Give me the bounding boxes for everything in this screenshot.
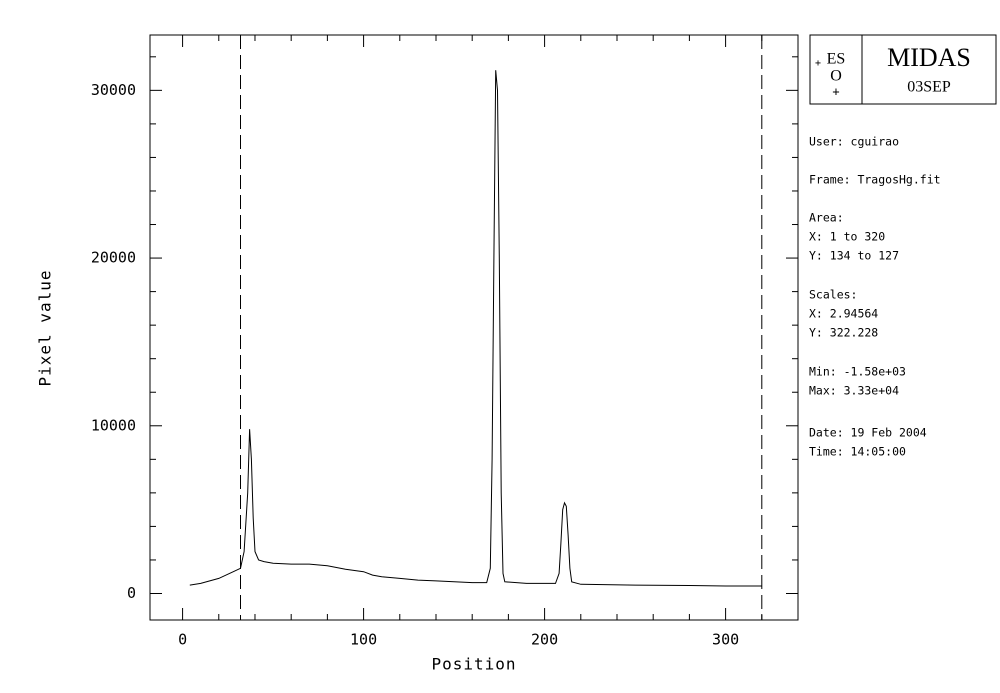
panel-line: Date: 19 Feb 2004: [809, 426, 927, 440]
y-axis-title: Pixel value: [36, 270, 55, 387]
x-tick-label: 0: [178, 631, 187, 649]
y-tick-label: 30000: [91, 81, 136, 99]
panel-date-code: 03SEP: [907, 79, 951, 96]
data-line: [189, 70, 762, 587]
y-tick-label: 0: [127, 584, 136, 602]
panel-line: X: 1 to 320: [809, 230, 885, 244]
panel-line: Min: -1.58e+03: [809, 365, 906, 379]
y-tick-label: 20000: [91, 249, 136, 267]
x-tick-label: 200: [531, 631, 558, 649]
logo-star: +: [815, 58, 821, 69]
x-tick-label: 300: [712, 631, 739, 649]
panel-line: Frame: TragosHg.fit: [809, 173, 941, 187]
logo-frame: [809, 34, 997, 105]
panel-line: Time: 14:05:00: [809, 445, 906, 459]
panel-line: Area:: [809, 211, 844, 225]
panel-title: MIDAS: [887, 43, 971, 72]
panel-line: Max: 3.33e+04: [809, 384, 899, 398]
panel-line: Scales:: [809, 288, 857, 302]
x-axis-title: Position: [431, 655, 516, 674]
panel-line: Y: 134 to 127: [809, 249, 899, 263]
panel-line: Y: 322.228: [809, 326, 878, 340]
logo-eso: ES: [827, 51, 846, 68]
logo-eso: O: [830, 68, 842, 85]
logo-star: +: [832, 85, 839, 99]
y-tick-label: 10000: [91, 416, 136, 434]
panel-line: X: 2.94564: [809, 307, 878, 321]
x-tick-label: 100: [350, 631, 377, 649]
logo-box: ES O + + MIDAS 03SEP: [809, 34, 997, 105]
plot-frame: [149, 34, 799, 621]
panel-line: User: cguirao: [809, 135, 899, 149]
